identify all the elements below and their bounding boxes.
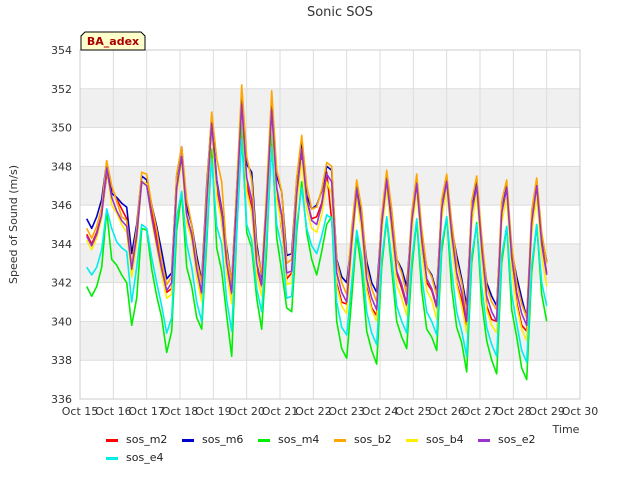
x-tick-label: Oct 17 xyxy=(128,405,165,418)
plot-border xyxy=(79,49,581,400)
legend-swatch-sos_m2 xyxy=(106,439,118,442)
series-line-sos_e2 xyxy=(85,103,548,327)
legend-label-sos_m2: sos_m2 xyxy=(126,433,167,446)
legend-label-sos_e4: sos_e4 xyxy=(126,451,163,464)
legend-swatch-sos_m6 xyxy=(182,439,194,442)
legend-swatch-sos_b2 xyxy=(334,439,346,442)
x-tick-label: Oct 15 xyxy=(62,405,99,418)
badge-shape xyxy=(80,31,146,51)
y-tick-label: 354 xyxy=(51,44,72,57)
x-axis-label: Time xyxy=(552,423,580,436)
legend-label-sos_b2: sos_b2 xyxy=(354,433,392,446)
x-tick-label: Oct 23 xyxy=(328,405,365,418)
series-line-sos_e4 xyxy=(86,138,548,364)
x-tick-label: Oct 22 xyxy=(295,405,332,418)
x-tick-label: Oct 24 xyxy=(362,405,399,418)
y-tick-labels: 336 338 340 342 344 346 348 350 352 354 xyxy=(51,44,72,406)
x-tick-label: Oct 30 xyxy=(562,405,599,418)
x-tick-label: Oct 29 xyxy=(528,405,565,418)
badge-label: BA_adex xyxy=(87,35,139,48)
plot-band xyxy=(80,321,580,361)
y-tick-label: 344 xyxy=(51,238,72,251)
legend-label-sos_b4: sos_b4 xyxy=(426,433,464,446)
x-tick-label: Oct 18 xyxy=(162,405,199,418)
series-layer xyxy=(85,84,548,381)
legend-swatch-sos_b4 xyxy=(406,439,418,442)
y-tick-label: 348 xyxy=(51,160,72,173)
legend-swatch-sos_m4 xyxy=(258,439,270,442)
y-tick-label: 350 xyxy=(51,122,72,135)
y-tick-label: 346 xyxy=(51,199,72,212)
x-tick-label: Oct 20 xyxy=(228,405,265,418)
site-badge: BA_adex xyxy=(80,31,146,51)
x-tick-label: Oct 16 xyxy=(95,405,132,418)
x-tick-label: Oct 25 xyxy=(395,405,432,418)
y-tick-label: 352 xyxy=(51,83,72,96)
x-tick-label: Oct 19 xyxy=(195,405,232,418)
legend: sos_m2 sos_m6 sos_m4 sos_b2 sos_b4 sos_e2 sos_… xyxy=(106,433,535,464)
legend-label-sos_m4: sos_m4 xyxy=(278,433,319,446)
x-tick-label: Oct 27 xyxy=(462,405,499,418)
legend-label-sos_e2: sos_e2 xyxy=(498,433,535,446)
legend-label-sos_m6: sos_m6 xyxy=(202,433,243,446)
x-tick-label: Oct 21 xyxy=(262,405,299,418)
x-tick-label: Oct 28 xyxy=(495,405,532,418)
legend-swatch-sos_e2 xyxy=(478,439,490,442)
y-tick-label: 336 xyxy=(51,393,72,406)
chart-title: Sonic SOS xyxy=(307,5,373,20)
y-tick-label: 340 xyxy=(51,315,72,328)
legend-swatch-sos_e4 xyxy=(106,457,118,460)
plot-band xyxy=(80,88,580,128)
y-axis-label: Speed of Sound (m/s) xyxy=(7,165,20,284)
y-tick-label: 342 xyxy=(51,277,72,290)
y-tick-label: 338 xyxy=(51,354,72,367)
x-tick-label: Oct 26 xyxy=(428,405,465,418)
